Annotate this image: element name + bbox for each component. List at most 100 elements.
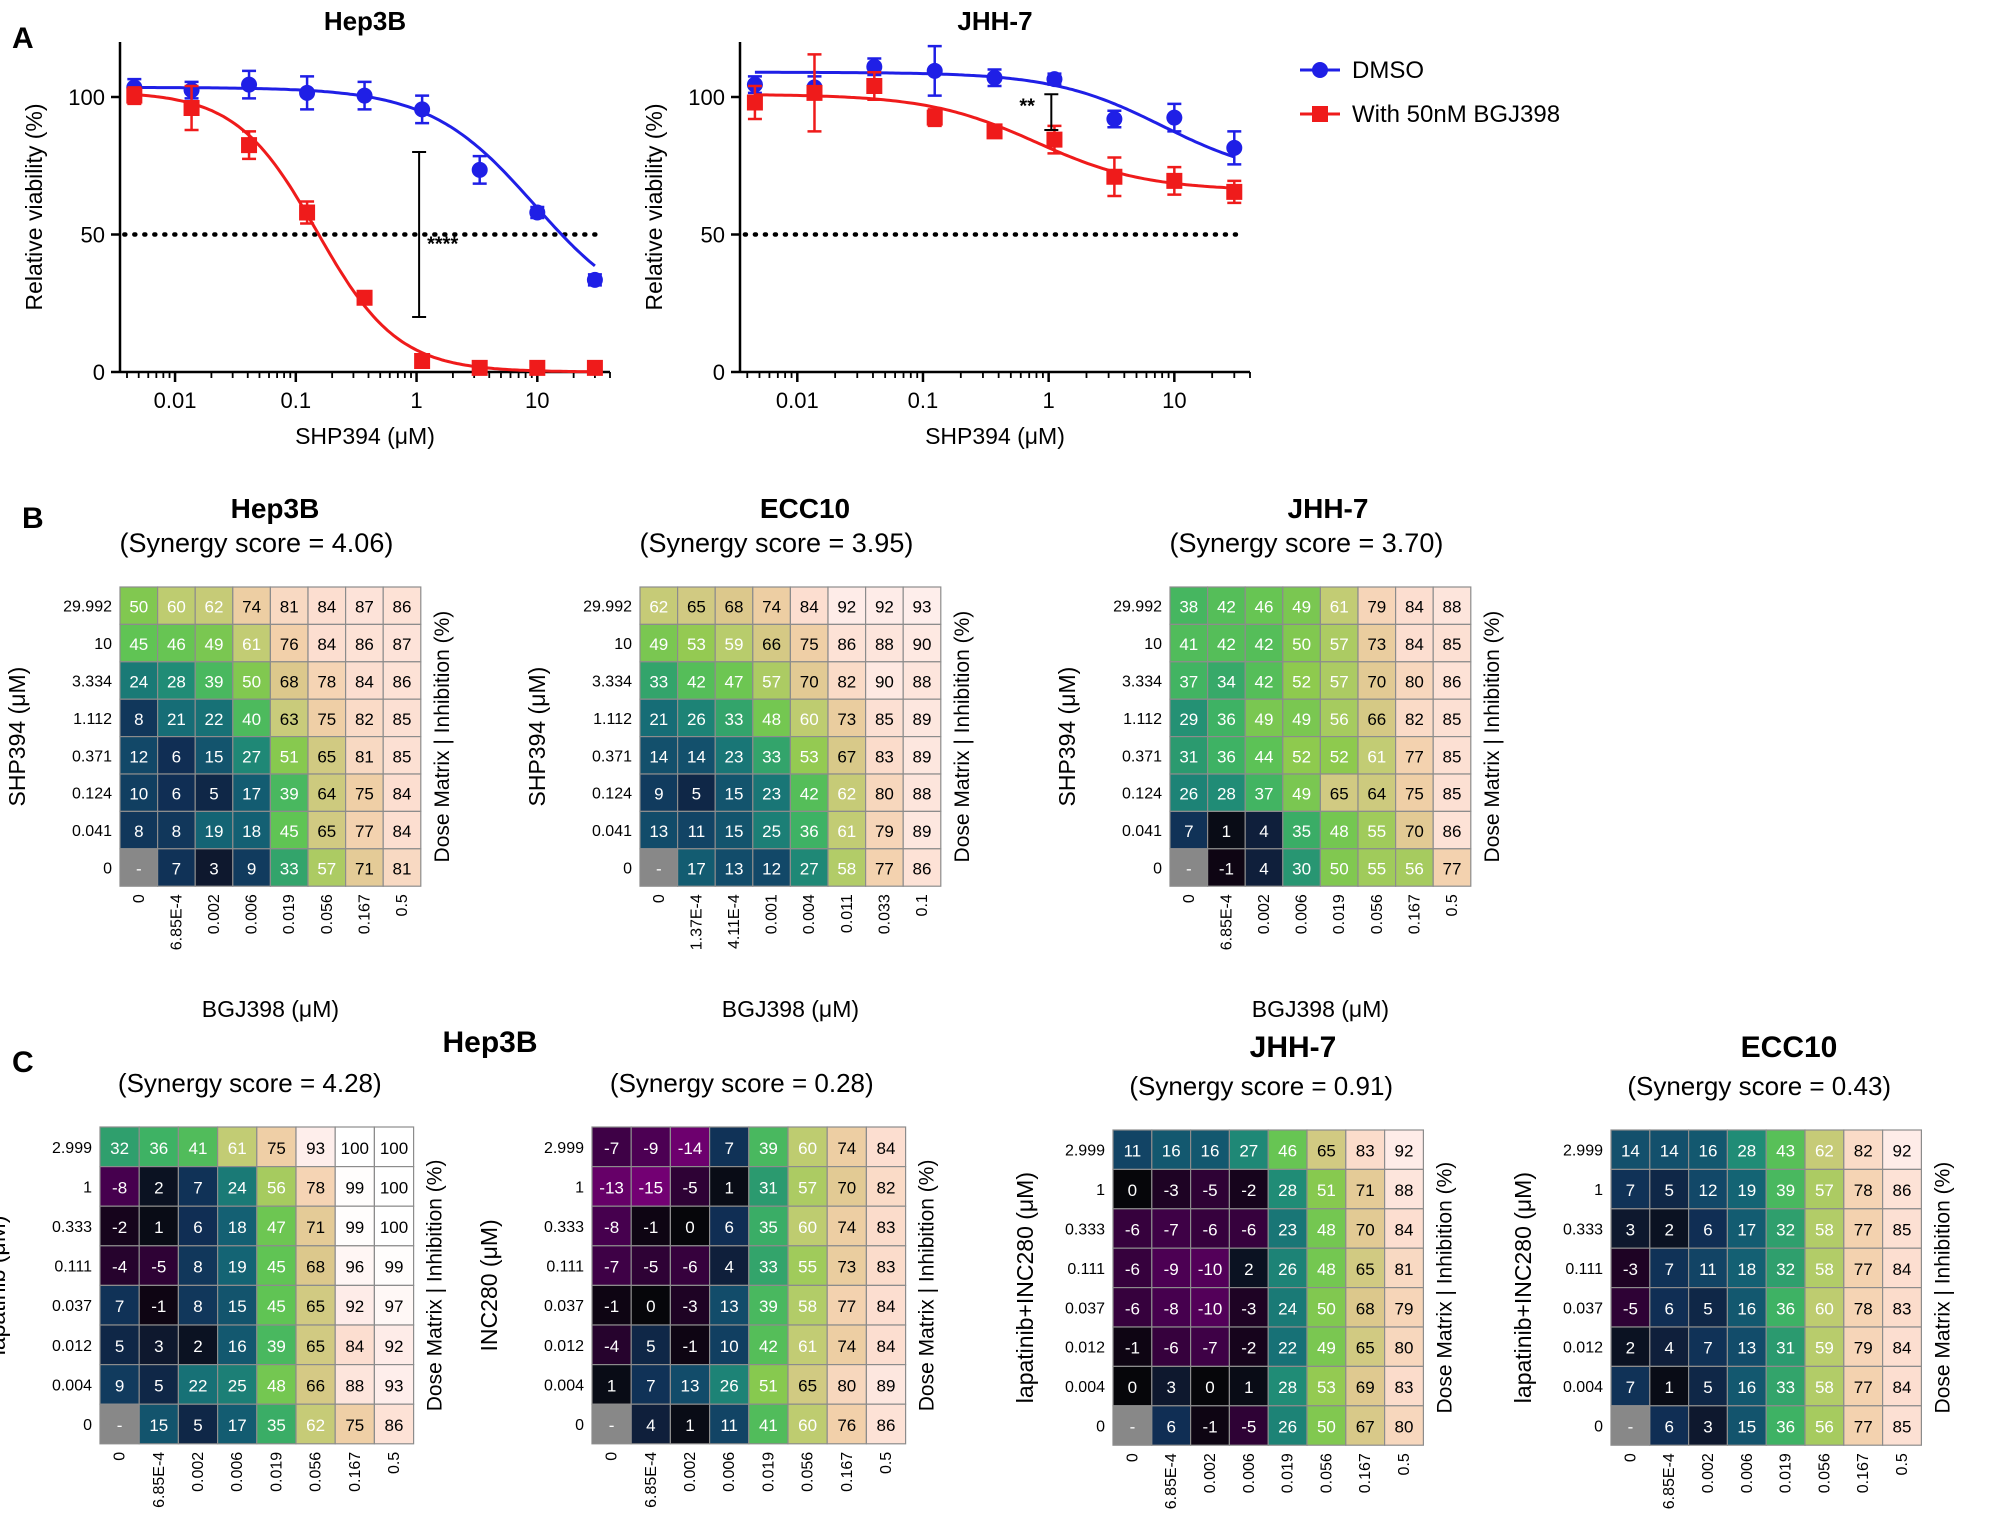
- cell-value: 49: [649, 635, 668, 654]
- cell-value: 29: [1179, 710, 1198, 729]
- data-point: [1046, 71, 1063, 88]
- y-axis-label: lapatinib+INC280 (μM): [1510, 1172, 1536, 1403]
- cell-value: 31: [1179, 747, 1198, 766]
- heatmap-cell: [708, 1324, 750, 1366]
- x-tick-label: 10: [1162, 388, 1186, 413]
- x-tick-label: 0.002: [1202, 1453, 1219, 1493]
- cell-value: 45: [267, 1297, 286, 1316]
- cell-value: 9: [654, 785, 663, 804]
- cell-value: 22: [189, 1376, 208, 1395]
- cell-value: 16: [1737, 1378, 1756, 1397]
- cell-value: 60: [1815, 1299, 1834, 1318]
- heatmap-cell: [591, 1165, 632, 1207]
- panel-letter-a: A: [12, 22, 34, 55]
- y-tick-label: 0.333: [544, 1219, 584, 1236]
- heatmap-cell: [639, 661, 679, 700]
- heatmap-cell: [1319, 623, 1359, 663]
- cell-value: 80: [1395, 1339, 1414, 1358]
- x-tick-label: 0.019: [760, 1452, 777, 1492]
- cell-value: 7: [1703, 1339, 1712, 1358]
- cell-value: 8: [134, 710, 143, 729]
- cell-value: 66: [762, 635, 781, 654]
- cell-value: -3: [682, 1297, 697, 1316]
- heatmap-cell: [1432, 848, 1472, 887]
- cell-value: 2: [154, 1178, 163, 1197]
- x-tick-label: 0.001: [764, 894, 781, 934]
- cell-value: 93: [913, 598, 932, 617]
- heatmap-cell: [1383, 1326, 1424, 1368]
- heatmap-cell: [269, 735, 309, 775]
- cell-value: 49: [1317, 1339, 1336, 1358]
- y-tick-label: 0.111: [1067, 1261, 1105, 1278]
- heatmap-cell: [676, 623, 716, 663]
- cell-value: 58: [1815, 1378, 1834, 1397]
- y-tick-label: 29.992: [583, 599, 632, 616]
- colorbar-label: Dose Matrix | Inhibition (%): [916, 1160, 939, 1412]
- heatmap-cell: [826, 1284, 868, 1326]
- cell-value: -9: [643, 1139, 658, 1158]
- cell-value: 65: [317, 747, 336, 766]
- heatmap-cell: [714, 661, 754, 700]
- heatmap-cell: [1282, 773, 1322, 813]
- cell-value: 57: [762, 673, 781, 692]
- heatmap-cell: [307, 698, 347, 738]
- heatmap-cell: [864, 586, 904, 626]
- cell-value: 85: [393, 710, 412, 729]
- heatmap-cell: [1687, 1286, 1728, 1328]
- cell-value: 42: [1255, 673, 1274, 692]
- x-tick-label: 6.85E-4: [168, 894, 185, 950]
- heatmap-title: ECC10: [760, 493, 850, 524]
- cell-value: -7: [604, 1139, 619, 1158]
- heatmap-cell: [1765, 1286, 1806, 1328]
- heatmap-cell: [639, 848, 679, 887]
- heatmap-cell: [826, 1126, 868, 1168]
- heatmap-cell: [382, 848, 422, 887]
- heatmap-cell: [334, 1245, 376, 1287]
- cell-value: 100: [380, 1218, 408, 1237]
- heatmap-cell: [669, 1403, 711, 1445]
- cell-value: 84: [393, 785, 412, 804]
- cell-value: 48: [1330, 822, 1349, 841]
- heatmap-cell: [1267, 1129, 1308, 1171]
- cell-value: 47: [267, 1218, 286, 1237]
- heatmap-title: JHH-7: [1288, 493, 1369, 524]
- heatmap-cell: [827, 810, 867, 850]
- cell-value: -14: [678, 1139, 703, 1158]
- x-tick-label: 0.167: [1406, 894, 1423, 934]
- colorbar-label: Dose Matrix | Inhibition (%): [431, 611, 454, 863]
- y-tick-label: 0.041: [72, 823, 112, 840]
- x-tick-label: 1.37E-4: [688, 894, 705, 950]
- heatmap-cell: [630, 1324, 672, 1366]
- y-tick-label: 0: [1153, 861, 1162, 878]
- data-point: [183, 100, 200, 116]
- heatmap-cell: [1881, 1405, 1922, 1446]
- cell-value: 58: [798, 1297, 817, 1316]
- cell-value: 50: [1292, 635, 1311, 654]
- data-point: [299, 204, 316, 221]
- x-tick-label: 0.019: [281, 894, 298, 934]
- cell-value: -3: [1623, 1260, 1638, 1279]
- cell-value: 10: [129, 785, 148, 804]
- heatmap-cell: [1394, 848, 1434, 887]
- cell-value: 35: [267, 1416, 286, 1435]
- x-tick-label: 0.5: [1894, 1453, 1911, 1475]
- cell-value: 55: [1367, 860, 1386, 879]
- heatmap-cell: [194, 848, 234, 887]
- cell-value: 78: [1854, 1181, 1873, 1200]
- cell-value: 14: [1621, 1142, 1640, 1161]
- heatmap-cell: [1649, 1326, 1690, 1368]
- cell-value: 19: [205, 822, 224, 841]
- cell-value: -6: [682, 1258, 697, 1277]
- cell-value: 50: [242, 673, 261, 692]
- cell-value: 84: [1893, 1260, 1912, 1279]
- cell-value: 61: [228, 1139, 247, 1158]
- heatmap-cell: [138, 1126, 179, 1168]
- cell-value: 26: [687, 710, 706, 729]
- heatmap-cell: [826, 1205, 868, 1247]
- cell-value: 32: [1776, 1221, 1795, 1240]
- y-tick-label: 0: [575, 1417, 584, 1434]
- heatmap-cell: [669, 1126, 711, 1168]
- heatmap-cell: [373, 1403, 415, 1445]
- cell-value: 52: [1330, 747, 1349, 766]
